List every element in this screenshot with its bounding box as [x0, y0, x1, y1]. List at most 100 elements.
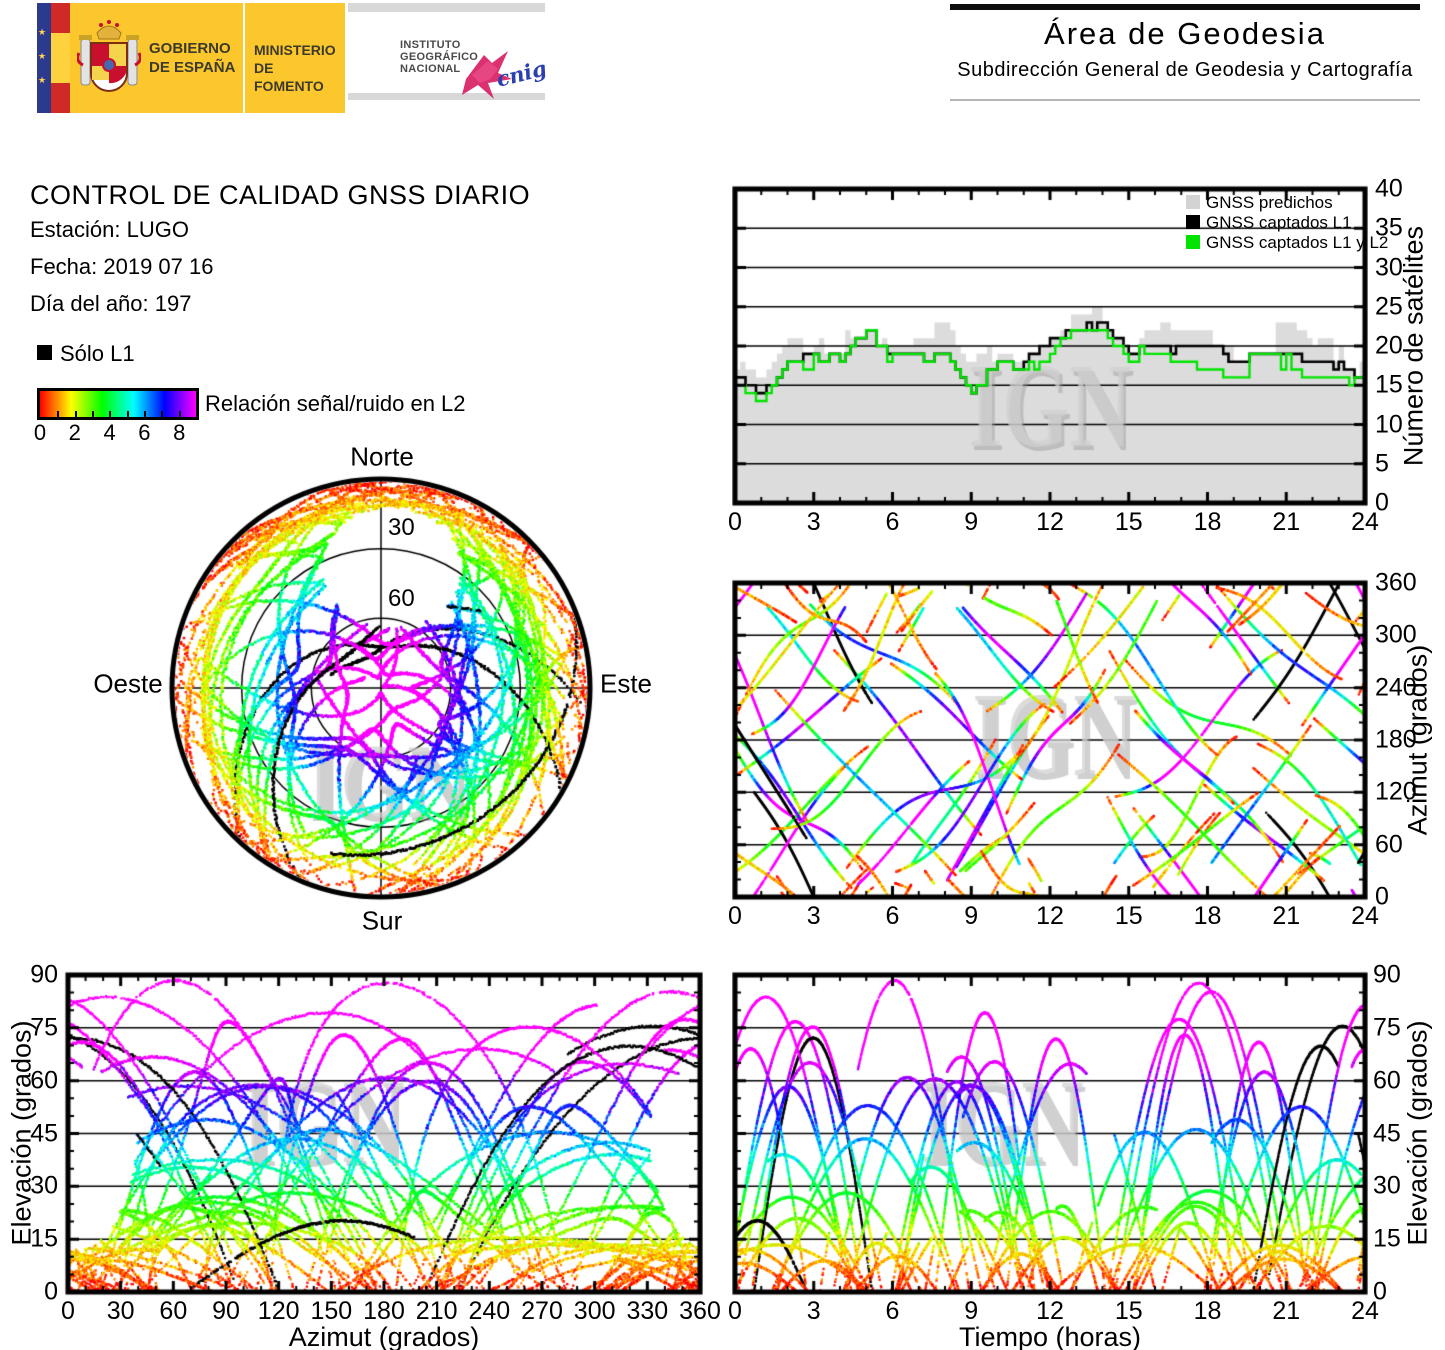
count-xtick: 6 — [885, 508, 900, 536]
colorbar-tick-label: 6 — [138, 420, 151, 445]
header-bottom-rule — [950, 99, 1420, 101]
area-geodesia-header: Área de Geodesia Subdirección General de… — [950, 2, 1420, 104]
az-ytick: 120 — [1375, 777, 1417, 806]
count-xtick: 18 — [1193, 508, 1222, 536]
az-xtick: 3 — [806, 902, 821, 930]
elaz-xtick: 60 — [159, 1297, 188, 1325]
elaz-xtick: 330 — [626, 1297, 669, 1325]
eltime-xtick: 12 — [1036, 1297, 1064, 1325]
az-xtick: 0 — [728, 902, 742, 930]
count-xtick: 0 — [728, 508, 742, 536]
skyplot-north-label: Norte — [350, 441, 414, 472]
instituto-text: INSTITUTO GEOGRÁFICO NACIONAL — [400, 39, 479, 75]
ign-cnig-logo: INSTITUTO GEOGRÁFICO NACIONAL cnig — [348, 3, 549, 113]
elaz-ytick: 45 — [30, 1119, 58, 1147]
colorbar-tick — [74, 411, 77, 417]
ministerio-text: MINISTERIO DE FOMENTO — [254, 42, 336, 94]
elaz-ytick: 60 — [30, 1066, 58, 1095]
elaz-xlabel: Azimut (grados) — [288, 1322, 480, 1350]
colorbar-tick — [57, 411, 60, 417]
count-xtick: 24 — [1351, 508, 1379, 536]
count-ytick: 30 — [1375, 253, 1403, 281]
snr-colorbar-label: Relación señal/ruido en L2 — [205, 391, 466, 416]
az-xtick: 21 — [1272, 902, 1301, 930]
solo-l1-label: Sólo L1 — [60, 341, 135, 366]
legend-swatch — [1186, 235, 1200, 249]
eltime-ytick: 90 — [1373, 960, 1401, 989]
elaz-ytick: 75 — [30, 1013, 58, 1042]
count-ytick: 0 — [1375, 488, 1389, 517]
cnig-brush-icon — [462, 51, 512, 99]
colorbar-tick — [178, 411, 181, 417]
elaz-xtick: 30 — [106, 1297, 135, 1325]
eltime-ytick: 45 — [1373, 1119, 1401, 1147]
skyplot-ring30-label: 30 — [388, 514, 415, 541]
az-ytick: 240 — [1375, 673, 1417, 702]
date-label: Fecha: 2019 07 16 — [30, 254, 214, 279]
az-xtick: 24 — [1351, 902, 1379, 930]
skyplot-chart — [148, 442, 618, 942]
eltime-xtick: 21 — [1272, 1297, 1301, 1325]
elevation-azimuth-chart — [63, 971, 703, 1296]
eltime-xtick: 9 — [964, 1297, 979, 1325]
legend-label: GNSS captados L1 y L2 — [1206, 233, 1389, 252]
skyplot-south-label: Sur — [361, 905, 403, 936]
eltime-ytick: 30 — [1373, 1171, 1401, 1200]
elaz-xtick: 300 — [573, 1297, 616, 1325]
colorbar-tick — [126, 411, 129, 417]
count-xtick: 15 — [1114, 508, 1143, 536]
colorbar-tick-label: 8 — [173, 420, 186, 445]
elaz-xtick: 90 — [212, 1297, 240, 1325]
az-xtick: 12 — [1036, 902, 1064, 930]
solo-l1-swatch — [37, 345, 52, 360]
elaz-xtick: 240 — [468, 1297, 511, 1325]
az-ytick: 0 — [1375, 882, 1389, 911]
count-xtick: 12 — [1036, 508, 1064, 536]
colorbar-tick-label: 2 — [68, 420, 81, 445]
eltime-xtick: 6 — [885, 1297, 900, 1325]
elaz-xtick: 0 — [61, 1297, 75, 1325]
colorbar-tick — [144, 411, 146, 417]
az-ylabel: Azimut (grados) — [1402, 644, 1433, 836]
satellite-count-chart — [732, 185, 1368, 507]
az-xtick: 15 — [1114, 902, 1143, 930]
snr-colorbar — [37, 388, 199, 420]
az-ytick: 180 — [1375, 725, 1417, 754]
elaz-xtick: 180 — [363, 1297, 405, 1325]
skyplot-ring60-label: 60 — [388, 585, 415, 612]
az-xtick: 18 — [1193, 902, 1222, 930]
eltime-ytick: 0 — [1373, 1277, 1387, 1306]
elaz-xtick: 360 — [679, 1297, 721, 1325]
count-xtick: 9 — [964, 508, 979, 536]
legend-label: GNSS predichos — [1206, 193, 1333, 212]
eltime-xlabel: Tiempo (horas) — [958, 1322, 1142, 1350]
az-ytick: 300 — [1375, 620, 1417, 649]
elaz-xtick: 120 — [257, 1297, 300, 1325]
count-ylabel: Número de satélites — [1398, 225, 1429, 467]
elaz-xtick: 150 — [310, 1297, 353, 1325]
count-ytick: 25 — [1375, 292, 1403, 321]
elaz-xtick: 210 — [415, 1297, 458, 1325]
colorbar-tick — [109, 411, 112, 417]
count-xtick: 3 — [806, 508, 821, 536]
legend-label: GNSS captados L1 — [1206, 213, 1352, 232]
eltime-xtick: 3 — [806, 1297, 821, 1325]
eltime-xtick: 24 — [1351, 1297, 1379, 1325]
az-ytick: 360 — [1375, 568, 1417, 597]
elaz-ytick: 15 — [30, 1224, 58, 1253]
elaz-xtick: 270 — [521, 1297, 563, 1325]
escudo-icon — [77, 20, 141, 93]
colorbar-tick-label: 0 — [33, 420, 47, 445]
colorbar-tick-label: 4 — [103, 420, 116, 445]
count-ytick: 10 — [1375, 410, 1403, 438]
elaz-ytick: 0 — [44, 1277, 58, 1306]
header-top-rule — [950, 4, 1420, 10]
gobierno-espana-logo: ★ ★ ★ GOBIERNO DE ESPAÑA — [37, 3, 243, 113]
report-title: CONTROL DE CALIDAD GNSS DIARIO — [30, 180, 531, 210]
legend-swatch — [1186, 195, 1200, 209]
count-xtick: 21 — [1272, 508, 1301, 536]
eltime-xtick: 18 — [1193, 1297, 1222, 1325]
skyplot-east-label: Este — [599, 668, 653, 699]
spain-flag-strip — [51, 3, 70, 113]
